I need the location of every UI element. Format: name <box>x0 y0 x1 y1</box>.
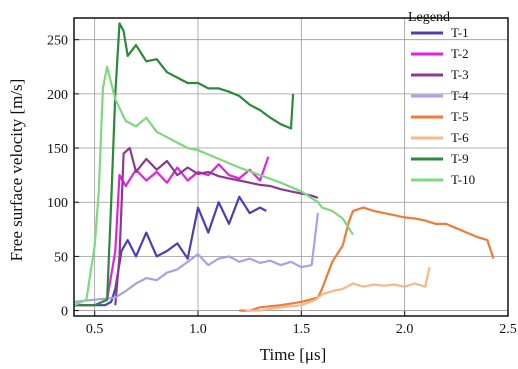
legend-label-t-2: T-2 <box>451 46 469 61</box>
legend-label-t-5: T-5 <box>451 109 469 124</box>
series-line-t-2 <box>74 156 270 307</box>
series-line-t-10 <box>73 65 354 307</box>
y-tick-label: 200 <box>47 88 68 103</box>
legend-title: Legend <box>408 10 450 25</box>
series-line-t-9 <box>74 22 295 307</box>
y-tick-label: 100 <box>47 196 68 211</box>
y-tick-label: 150 <box>47 142 68 157</box>
x-tick-label: 1.5 <box>293 322 311 337</box>
series-line-t-3 <box>114 146 319 306</box>
series-line-t-5 <box>239 206 495 312</box>
ticks: 0.5 1.0 1.5 2.0 2.5 0 50 100 150 200 250 <box>47 34 517 337</box>
x-tick-label: 2.5 <box>499 322 517 337</box>
y-tick-label: 50 <box>54 250 68 265</box>
legend-label-t-10: T-10 <box>451 172 475 187</box>
series-line-t-4 <box>73 212 319 303</box>
y-tick-label: 0 <box>61 305 68 320</box>
y-axis-label: Free surface velocity [m/s] <box>7 79 26 262</box>
x-tick-label: 2.0 <box>396 322 414 337</box>
x-axis-label: Time [μs] <box>260 345 327 364</box>
x-tick-label: 1.0 <box>189 322 207 337</box>
legend-label-t-3: T-3 <box>451 67 469 82</box>
series-line-t-6 <box>245 266 431 312</box>
legend-label-t-1: T-1 <box>451 25 469 40</box>
legend-label-t-4: T-4 <box>451 88 469 103</box>
series-group <box>73 22 495 312</box>
legend: Legend T-1 T-2 T-3 T-4 T-5 T-6 T-9 T-10 <box>408 10 475 187</box>
legend-label-t-6: T-6 <box>451 130 469 145</box>
plot-frame <box>73 17 509 317</box>
x-tick-label: 0.5 <box>86 322 104 337</box>
legend-label-t-9: T-9 <box>451 151 469 166</box>
y-tick-label: 250 <box>47 34 68 49</box>
grid <box>74 18 509 316</box>
